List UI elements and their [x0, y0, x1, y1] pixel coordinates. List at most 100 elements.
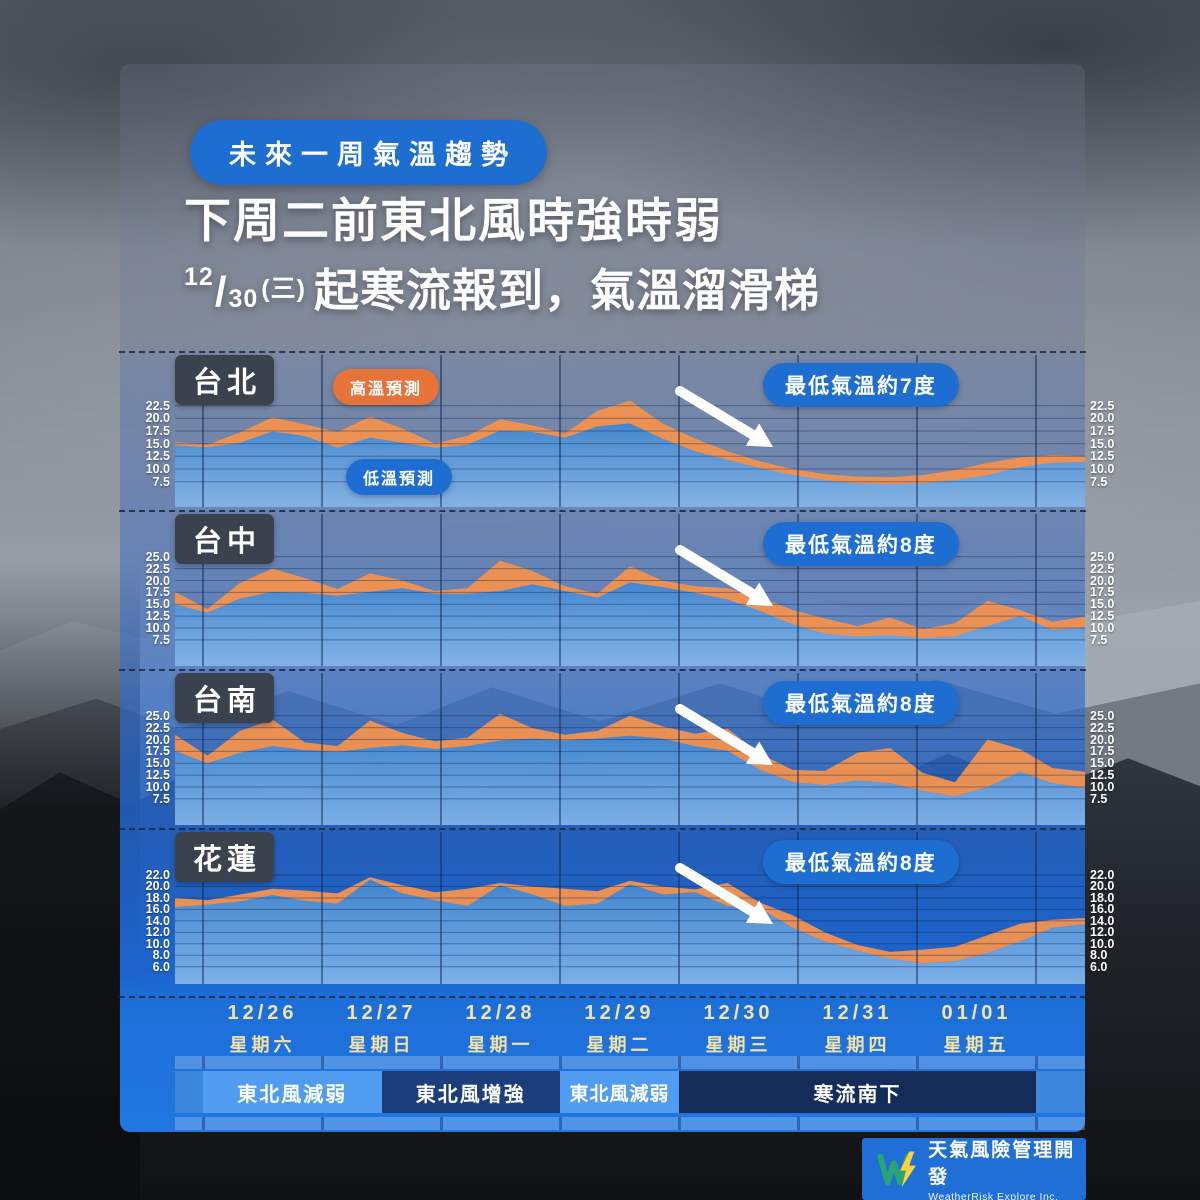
trend-arrow-shaft	[675, 545, 758, 599]
date-label: 12/31	[822, 1002, 893, 1024]
timeline-strip-bottom	[175, 1117, 1085, 1130]
weekday-label: 星期三	[705, 1035, 772, 1055]
y-tick-label: 12.5	[145, 609, 170, 624]
city-label-花蓮: 花蓮	[175, 832, 274, 882]
day-gridlines	[202, 355, 1037, 507]
wind-segment: 東北風增強	[381, 1071, 560, 1113]
title-badge: 未來一周氣溫趨勢	[190, 120, 547, 185]
trend-arrow-head	[745, 900, 773, 924]
x-axis-day-12/31: 12/31 星期四	[798, 1002, 917, 1057]
day-gridlines	[202, 832, 1037, 984]
y-tick-label: 10.0	[145, 462, 170, 476]
dashed-separator	[119, 996, 1086, 998]
timeline-day-divider	[201, 1117, 205, 1130]
timeline-day-divider	[677, 1056, 681, 1069]
y-tick-label: 22.0	[1090, 868, 1115, 883]
y-tick-label: 8.0	[152, 948, 170, 963]
y-tick-label: 22.5	[145, 561, 170, 576]
dashed-separator	[119, 669, 1086, 671]
high-temp-band	[175, 713, 1085, 797]
timeline-day-divider	[201, 1056, 205, 1069]
horizontal-gridlines	[175, 715, 1085, 800]
high-temp-band	[175, 560, 1085, 638]
y-tick-label: 12.0	[145, 925, 170, 940]
legend-low-label: 低溫預測	[346, 459, 453, 495]
timeline-day-divider	[915, 1056, 919, 1069]
y-tick-label: 15.0	[145, 597, 170, 612]
trend-arrow-shaft	[675, 704, 758, 758]
timeline-day-divider	[439, 1056, 443, 1069]
y-tick-label: 22.5	[1090, 561, 1115, 576]
y-tick-label: 10.0	[145, 780, 170, 794]
horizontal-gridlines	[175, 556, 1085, 641]
x-axis-day-12/28: 12/28 星期一	[441, 1002, 560, 1057]
weekday-label: 星期五	[943, 1035, 1010, 1055]
logo-lightning-bolt-icon	[900, 1151, 916, 1188]
subheadline-text: 起寒流報到，氣溫溜滑梯	[313, 265, 820, 316]
headline: 下周二前東北風時強時弱	[184, 194, 723, 247]
y-tick-label: 20.0	[1090, 879, 1115, 894]
y-tick-label: 20.0	[1090, 411, 1115, 426]
y-tick-label: 17.5	[1090, 744, 1115, 759]
y-tick-label: 17.5	[145, 585, 170, 600]
background-dark-foliage	[0, 560, 140, 1200]
trend-arrow-head	[745, 582, 773, 606]
y-tick-label: 17.5	[1090, 585, 1115, 600]
day-gridlines	[202, 514, 1037, 666]
temperature-panel-台南: 25.0 25.0 22.5 22.5 20.0 20.0 17.5 17.5 15.0 15.0…	[120, 673, 1130, 825]
y-tick-label: 14.0	[1090, 913, 1115, 928]
y-tick-label: 22.5	[1090, 720, 1115, 735]
logo-name-en: WeatherRisk Explore Inc.	[928, 1191, 1059, 1200]
y-tick-label: 16.0	[145, 902, 170, 917]
timeline-day-divider	[558, 1056, 562, 1069]
timeline-day-divider	[677, 1117, 681, 1130]
y-tick-label: 12.5	[145, 768, 170, 783]
low-temp-area	[175, 735, 1085, 825]
y-tick-label: 7.5	[152, 791, 170, 806]
city-label-台南: 台南	[175, 673, 274, 723]
y-tick-label: 15.0	[1090, 756, 1115, 771]
logo-name-zh: 天氣風險管理開發	[928, 1140, 1076, 1188]
date-label: 12/28	[465, 1002, 536, 1024]
y-tick-label: 16.0	[1090, 902, 1115, 917]
y-tick-label: 10.0	[145, 936, 170, 951]
timeline-strip-top	[175, 1056, 1085, 1069]
y-tick-label: 22.5	[145, 720, 170, 735]
y-tick-label: 7.5	[1090, 791, 1108, 806]
legend-high-label: 高溫預測	[333, 369, 440, 405]
dashed-separator	[119, 351, 1086, 353]
y-tick-label: 22.5	[145, 398, 170, 413]
date-label: 01/01	[941, 1002, 1012, 1024]
x-axis-day-12/26: 12/26 星期六	[203, 1002, 322, 1057]
y-tick-label: 6.0	[152, 959, 170, 974]
subheadline-date-slash: /	[214, 268, 228, 315]
y-tick-label: 15.0	[1090, 436, 1115, 451]
y-tick-label: 15.0	[145, 436, 170, 451]
y-tick-label: 7.5	[152, 474, 170, 489]
y-tick-label: 22.0	[145, 868, 170, 883]
min-temp-annotation: 最低氣溫約8度	[763, 840, 959, 884]
date-label: 12/30	[703, 1002, 774, 1024]
timeline-day-divider	[558, 1117, 562, 1130]
x-axis-day-12/27: 12/27 星期日	[322, 1002, 441, 1057]
city-label-台中: 台中	[175, 514, 274, 564]
y-tick-label: 7.5	[1090, 632, 1108, 647]
y-tick-label: 10.0	[1090, 936, 1115, 951]
temperature-chart-svg	[175, 832, 1085, 984]
y-tick-label: 12.5	[1090, 609, 1115, 624]
y-tick-label: 25.0	[1090, 708, 1115, 723]
y-tick-label: 20.0	[145, 573, 170, 588]
temperature-panel-台北: 22.5 22.5 20.0 20.0 17.5 17.5 15.0 15.0 12.5 12.5…	[120, 355, 1130, 507]
x-axis-dates: 12/26 星期六 12/27 星期日 12/28 星期一 12/29 星期二 12/30 星期三…	[175, 1002, 1085, 1057]
y-tick-label: 25.0	[145, 549, 170, 564]
timeline-day-divider	[439, 1117, 443, 1130]
logo-w-mark	[877, 1153, 911, 1186]
timeline-day-divider	[320, 1056, 324, 1069]
temperature-chart-svg	[175, 673, 1085, 825]
weatherrisk-logo: 天氣風險管理開發 WeatherRisk Explore Inc.	[862, 1138, 1086, 1200]
y-tick-label: 10.0	[1090, 621, 1115, 635]
weekday-label: 星期日	[348, 1035, 415, 1055]
dashed-separator	[119, 510, 1086, 512]
min-temp-annotation: 最低氣溫約8度	[763, 681, 959, 725]
horizontal-gridlines	[175, 405, 1085, 483]
